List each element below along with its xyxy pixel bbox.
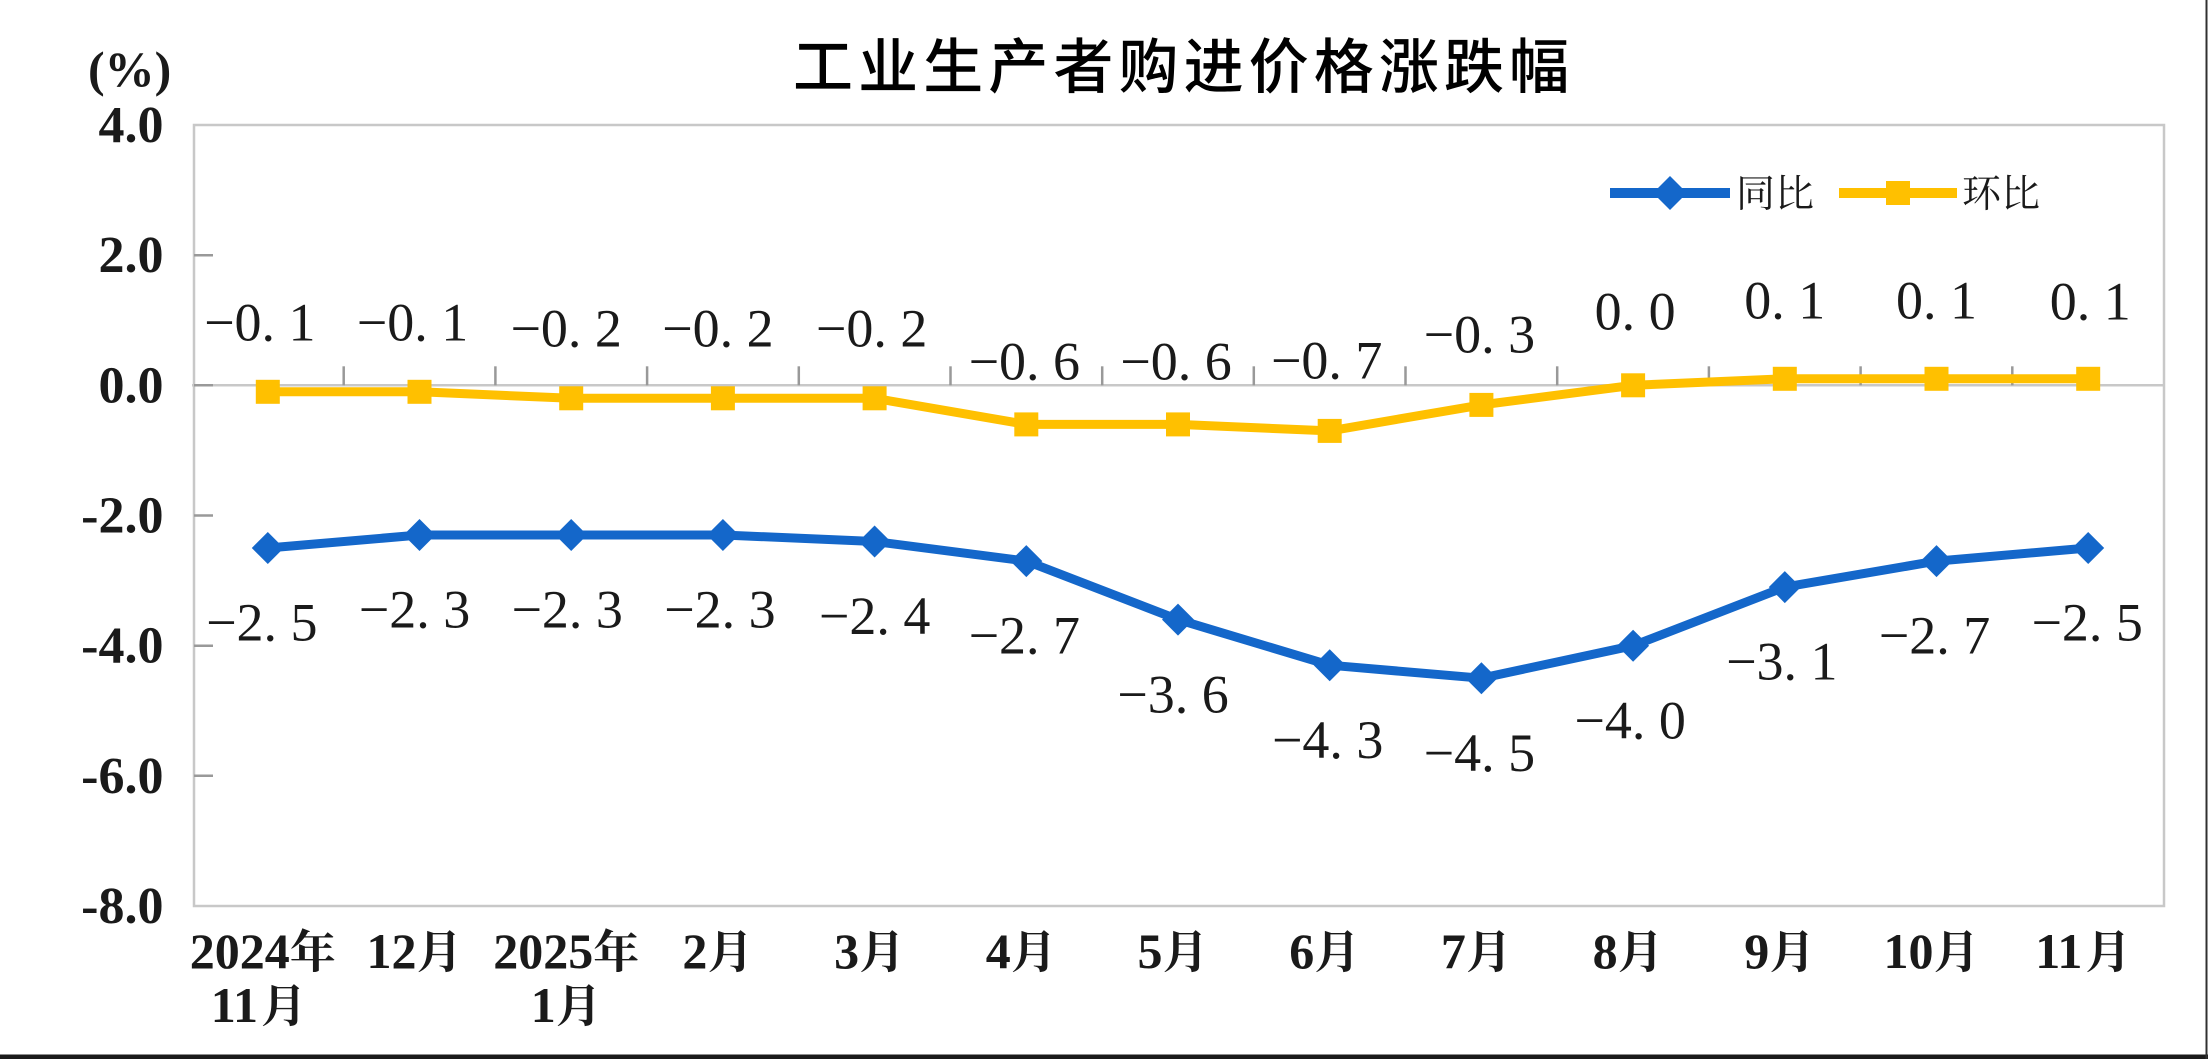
svg-text:−0. 2: −0. 2 [816,299,927,359]
svg-text:12: 12 [367,923,417,979]
svg-text:−2. 7: −2. 7 [969,606,1080,666]
svg-text:−2. 7: −2. 7 [1879,606,1990,666]
svg-text:(%): (%) [88,41,171,97]
svg-text:9: 9 [1744,923,1769,979]
svg-text:6: 6 [1289,923,1314,979]
svg-text:2: 2 [682,923,707,979]
svg-text:−0. 1: −0. 1 [357,293,468,353]
svg-text:−3. 6: −3. 6 [1117,664,1228,724]
svg-text:−2. 4: −2. 4 [819,586,930,646]
svg-text:−0. 2: −0. 2 [510,299,621,359]
svg-text:4: 4 [986,923,1011,979]
svg-text:2024: 2024 [190,923,290,979]
svg-text:10: 10 [1884,923,1934,979]
svg-text:−0. 6: −0. 6 [1120,332,1231,392]
svg-text:−4. 0: −4. 0 [1574,690,1685,750]
svg-text:−4. 5: −4. 5 [1424,723,1535,783]
svg-text:−2. 5: −2. 5 [2031,593,2142,653]
svg-text:2025: 2025 [493,923,593,979]
svg-text:−4. 3: −4. 3 [1272,710,1383,770]
svg-text:8: 8 [1593,923,1618,979]
svg-text:5: 5 [1138,923,1163,979]
svg-text:0. 1: 0. 1 [1744,271,1825,331]
svg-text:3: 3 [834,923,859,979]
svg-text:−2. 3: −2. 3 [359,580,470,640]
svg-text:−2. 3: −2. 3 [664,580,775,640]
svg-text:1: 1 [531,977,556,1033]
svg-text:-4.0: -4.0 [81,618,163,675]
svg-text:−0. 6: −0. 6 [969,332,1080,392]
svg-text:−2. 5: −2. 5 [206,593,317,653]
svg-text:0. 1: 0. 1 [2050,272,2131,332]
svg-text:4.0: 4.0 [99,97,164,154]
svg-text:0. 0: 0. 0 [1595,282,1676,342]
svg-text:-6.0: -6.0 [81,748,163,805]
svg-text:11: 11 [2035,923,2082,979]
svg-text:0. 1: 0. 1 [1896,271,1977,331]
svg-text:2.0: 2.0 [99,227,164,284]
svg-text:-8.0: -8.0 [81,878,163,935]
svg-text:−0. 7: −0. 7 [1271,331,1382,391]
svg-text:−0. 1: −0. 1 [204,293,315,353]
svg-text:−0. 3: −0. 3 [1424,305,1535,365]
svg-text:−2. 3: −2. 3 [511,580,622,640]
svg-text:7: 7 [1441,923,1466,979]
svg-text:0.0: 0.0 [99,357,164,414]
svg-text:-2.0: -2.0 [81,488,163,545]
svg-text:−3. 1: −3. 1 [1726,632,1837,692]
svg-text:11: 11 [211,977,258,1033]
svg-text:−0. 2: −0. 2 [662,299,773,359]
